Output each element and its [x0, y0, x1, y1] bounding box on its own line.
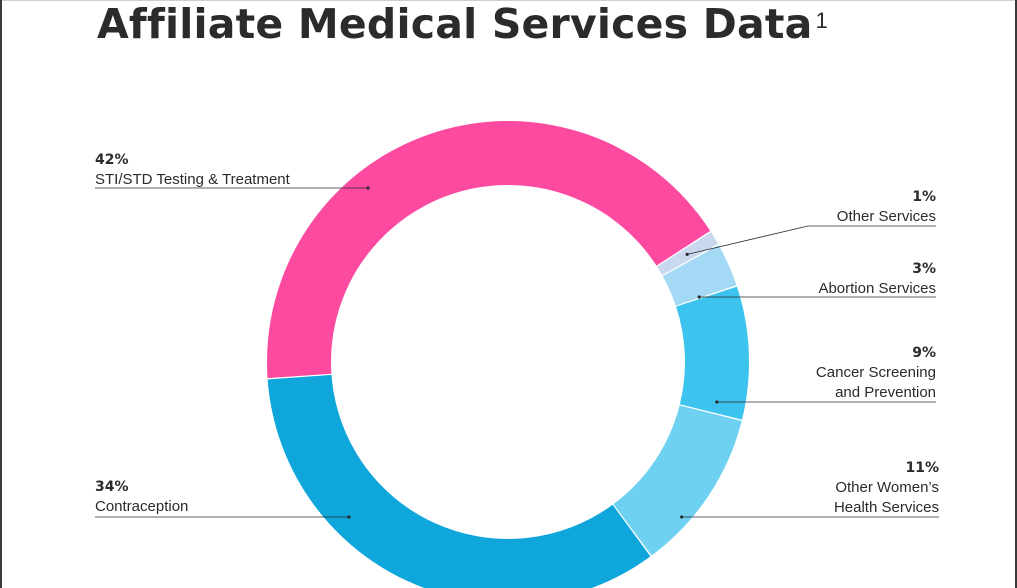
leader-dot-contraception [347, 515, 351, 519]
page-title: Affiliate Medical Services Data 1 [97, 0, 828, 50]
label-name-cancer-1: Cancer Screening [816, 364, 936, 381]
label-name-sti-1: STI/STD Testing & Treatment [95, 171, 291, 188]
donut-slices [267, 120, 749, 588]
label-other-services: 1% Other Services [685, 189, 936, 256]
slice-womens-health [613, 405, 742, 556]
label-name-womens-health-2: Health Services [834, 499, 939, 516]
slice-labels: 42% STI/STD Testing & Treatment 1% Other Se… [95, 152, 939, 519]
slice-sti [267, 120, 711, 379]
label-percent-contraception: 34% [95, 479, 129, 495]
label-name-other-services-1: Other Services [837, 208, 936, 225]
label-percent-sti: 42% [95, 152, 129, 168]
label-percent-other-services: 1% [912, 189, 936, 205]
slice-cancer [676, 286, 749, 420]
label-name-abortion-1: Abortion Services [818, 280, 936, 297]
leader-dot-womens-health [680, 515, 684, 519]
label-cancer: 9% Cancer Screening and Prevention [715, 345, 936, 404]
title-footnote-marker: 1 [815, 8, 828, 33]
label-abortion: 3% Abortion Services [697, 261, 936, 299]
label-name-cancer-2: and Prevention [835, 384, 936, 401]
label-womens-health: 11% Other Women’s Health Services [680, 460, 939, 519]
page-title-text: Affiliate Medical Services Data [97, 0, 813, 48]
label-sti: 42% STI/STD Testing & Treatment [95, 152, 370, 190]
label-percent-abortion: 3% [912, 261, 936, 277]
label-name-contraception-1: Contraception [95, 498, 188, 515]
leader-dot-sti [366, 186, 370, 190]
leader-dot-abortion [697, 295, 701, 299]
label-percent-womens-health: 11% [905, 460, 939, 476]
leader-dot-other-services [685, 252, 689, 256]
top-border [0, 0, 1017, 1]
leader-diagonal-other-services [687, 225, 809, 255]
left-border [0, 0, 2, 588]
label-contraception: 34% Contraception [95, 479, 351, 519]
leader-dot-cancer [715, 400, 719, 404]
slice-abortion [662, 245, 737, 306]
right-border [1015, 0, 1017, 588]
label-name-womens-health-1: Other Women’s [835, 479, 939, 496]
slice-contraception [267, 374, 651, 588]
label-percent-cancer: 9% [912, 345, 936, 361]
